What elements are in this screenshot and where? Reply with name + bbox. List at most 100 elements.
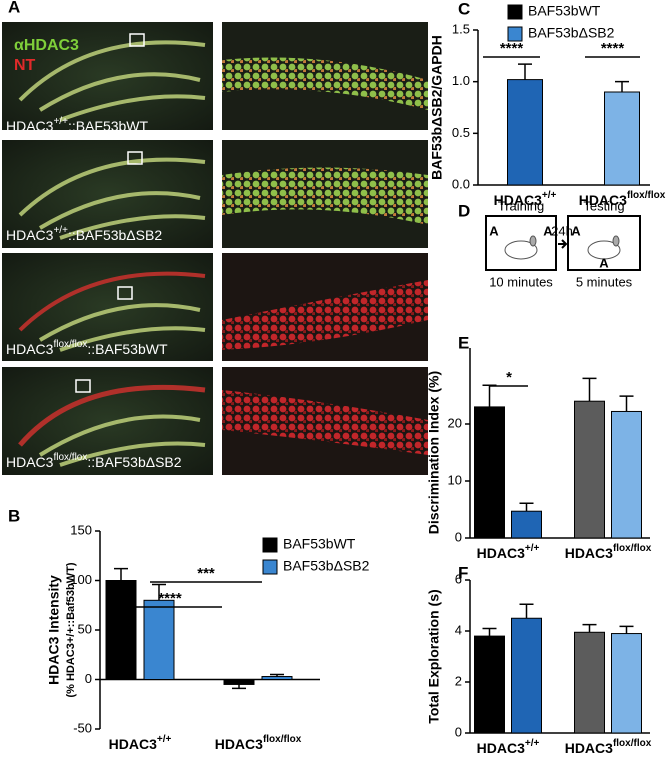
label-part: HDAC3 xyxy=(6,118,54,134)
x-tick-label: HDAC3flox/flox xyxy=(565,738,652,756)
tissue-layer xyxy=(18,271,206,332)
y-axis-label: Discrimination Index (%) xyxy=(426,371,442,534)
panel-label: A xyxy=(8,0,20,16)
cell-band xyxy=(222,167,428,225)
label-part: flox/flox xyxy=(53,339,87,350)
bar xyxy=(143,599,175,680)
error-bar xyxy=(482,627,497,637)
y-tick-label: 0 xyxy=(455,529,462,544)
zoom-box xyxy=(129,33,145,47)
bar xyxy=(223,679,255,685)
bar xyxy=(511,617,542,734)
step-title: Training xyxy=(498,198,544,213)
bar xyxy=(611,410,642,539)
error-bar xyxy=(619,625,634,634)
legend-swatch xyxy=(507,26,523,42)
y-tick-label: 0.5 xyxy=(452,125,470,140)
label-part: +/+ xyxy=(53,116,68,127)
y-tick-label: 10 xyxy=(448,472,462,487)
image-row xyxy=(2,22,428,130)
stain-label: NT xyxy=(14,57,36,74)
bar xyxy=(611,633,642,734)
panel-label: E xyxy=(458,333,469,352)
y-tick-label: 20 xyxy=(448,415,462,430)
object-mark: A xyxy=(543,223,553,238)
bar xyxy=(511,510,542,539)
micrograph xyxy=(2,367,213,475)
step-title: Testing xyxy=(583,198,624,213)
legend-label: BAF53bWT xyxy=(283,536,356,552)
legend-label: BAF53bWT xyxy=(528,3,601,19)
error-bar xyxy=(270,673,284,677)
label-part: HDAC3 xyxy=(6,341,54,357)
mouse-ear xyxy=(612,235,620,247)
image-label: HDAC3+/+::BAF53bWT xyxy=(6,116,149,134)
step-duration: 10 minutes xyxy=(489,274,553,289)
panel-label: D xyxy=(458,201,470,220)
bar xyxy=(474,635,505,734)
significance-label: *** xyxy=(197,565,215,582)
mouse-ear xyxy=(529,235,537,247)
legend-swatch xyxy=(262,537,278,553)
image-label: HDAC3flox/flox::BAF53bWT xyxy=(6,339,168,357)
error-bar xyxy=(619,395,634,412)
x-tick-label: HDAC3flox/flox xyxy=(579,190,666,208)
legend-swatch xyxy=(507,4,523,20)
y-axis-label: BAF53bΔSB2/GAPDH xyxy=(429,35,445,180)
y-tick-label: 0.0 xyxy=(452,176,470,191)
y-tick-label: 1.5 xyxy=(452,21,470,36)
error-bar xyxy=(519,502,534,512)
bar xyxy=(261,676,293,681)
bar xyxy=(105,580,137,680)
label-part: ::BAF53bΔSB2 xyxy=(68,227,162,243)
error-bar xyxy=(518,63,532,80)
panel-label: C xyxy=(458,0,470,18)
image-row xyxy=(2,140,428,248)
mouse-icon xyxy=(587,240,621,260)
tissue-layer xyxy=(18,384,206,447)
y-axis-label: HDAC3 Intensity xyxy=(46,575,62,685)
arrow-head xyxy=(559,239,568,249)
y-tick-label: 100 xyxy=(70,572,92,587)
label-part: HDAC3 xyxy=(6,227,54,243)
image-label: HDAC3+/+::BAF53bΔSB2 xyxy=(6,225,162,243)
error-bar xyxy=(114,567,128,581)
error-bar xyxy=(615,80,629,92)
object-mark: A xyxy=(599,255,609,270)
y-axis-note: (% HDAC3+/+::Baf53bWT) xyxy=(65,562,77,697)
cell-band xyxy=(222,390,428,455)
x-tick-label: HDAC3+/+ xyxy=(477,543,540,561)
y-tick-label: 50 xyxy=(78,621,92,636)
error-bar xyxy=(152,583,166,601)
tissue-layer xyxy=(38,303,206,352)
zoom-box xyxy=(127,151,143,165)
significance-label: * xyxy=(506,369,512,386)
panel-a-images: αHDAC3 NT xyxy=(2,22,428,475)
y-tick-label: 0 xyxy=(455,724,462,739)
step-duration: 5 minutes xyxy=(576,274,633,289)
interval-label: 24h xyxy=(551,223,573,238)
x-tick-label: HDAC3+/+ xyxy=(109,734,172,752)
significance-label: **** xyxy=(158,590,182,607)
cell-band xyxy=(222,280,428,350)
y-tick-label: 6 xyxy=(455,571,462,586)
y-tick-label: -50 xyxy=(73,720,92,735)
x-tick-label: HDAC3flox/flox xyxy=(215,734,302,752)
x-tick-label: HDAC3flox/flox xyxy=(565,543,652,561)
legend-label: BAF53bΔSB2 xyxy=(528,25,615,41)
stain-label: αHDAC3 xyxy=(14,37,79,54)
error-bar xyxy=(582,377,597,402)
label-part: +/+ xyxy=(53,225,68,236)
y-tick-label: 0 xyxy=(85,671,92,686)
panel-label: F xyxy=(458,563,468,582)
tissue-layer xyxy=(18,40,206,122)
significance-label: **** xyxy=(500,40,524,57)
label-part: flox/flox xyxy=(53,452,87,463)
legend-swatch xyxy=(262,559,278,575)
zoom-box xyxy=(117,286,133,300)
zoom-box xyxy=(75,379,91,393)
panel-label: B xyxy=(8,506,20,525)
y-tick-label: 4 xyxy=(455,622,462,637)
label-part: ::BAF53bWT xyxy=(87,341,168,357)
image-row xyxy=(2,367,428,475)
